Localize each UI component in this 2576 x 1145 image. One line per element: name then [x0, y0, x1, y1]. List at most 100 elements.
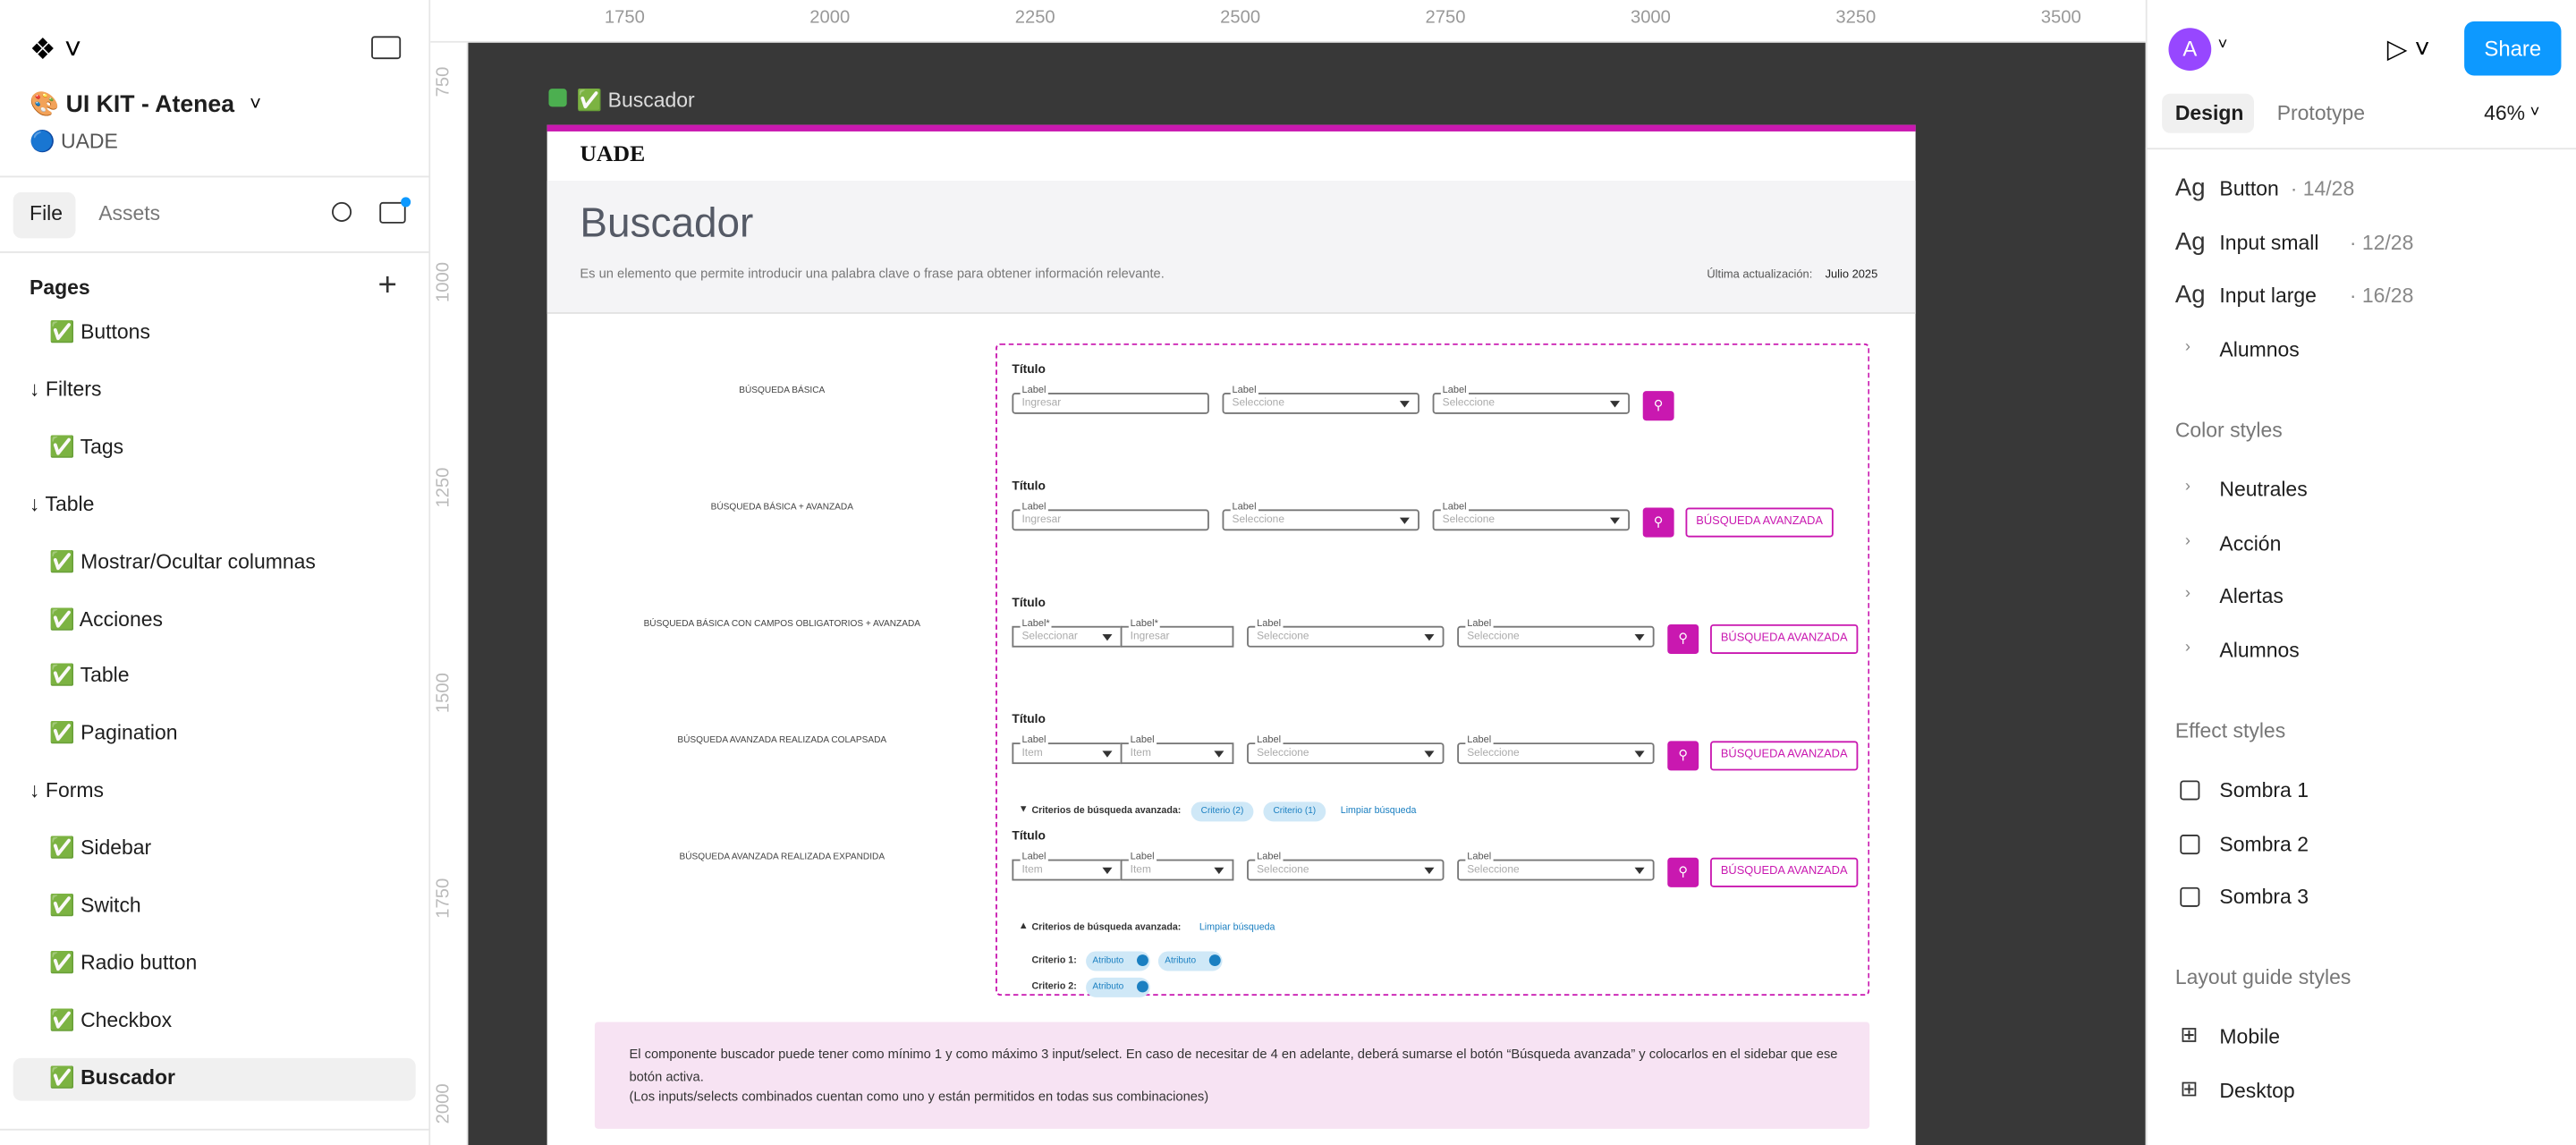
- zoom-chevron[interactable]: ˅: [2529, 103, 2540, 122]
- clear-link[interactable]: Limpiar búsqueda: [1340, 806, 1417, 817]
- field-placeholder[interactable]: Ingresar: [1021, 397, 1062, 410]
- page-item[interactable]: ✅ Pagination: [49, 721, 178, 745]
- field-placeholder[interactable]: Seleccione: [1467, 864, 1520, 876]
- library-icon[interactable]: [379, 201, 406, 224]
- ruler-label: 750: [433, 66, 453, 98]
- variant-title: Título: [1012, 827, 1046, 844]
- page-item[interactable]: ↓ Table: [30, 492, 95, 516]
- variant-title: Título: [1012, 711, 1046, 726]
- search-button[interactable]: ⚲: [1667, 741, 1699, 771]
- page-item[interactable]: ✅ Checkbox: [49, 1008, 173, 1032]
- sidebar-toggle[interactable]: [371, 36, 402, 60]
- criteria-chip[interactable]: Criterio (2): [1191, 802, 1254, 822]
- page-item[interactable]: ✅ Acciones: [49, 606, 163, 631]
- style-group[interactable]: Neutrales: [2219, 478, 2308, 502]
- advanced-button[interactable]: BÚSQUEDA AVANZADA: [1710, 741, 1859, 771]
- attribute-chip[interactable]: Atributo: [1086, 977, 1150, 997]
- field-placeholder[interactable]: Item: [1021, 864, 1043, 876]
- text-style-name[interactable]: Button: [2219, 177, 2279, 201]
- effect-style[interactable]: Sombra 2: [2219, 832, 2309, 856]
- field-placeholder[interactable]: Seleccione: [1257, 631, 1309, 643]
- present-button[interactable]: ▷ ˅: [2386, 36, 2430, 64]
- chip-remove[interactable]: [1137, 980, 1148, 993]
- field-placeholder[interactable]: Seleccione: [1442, 397, 1496, 410]
- tab[interactable]: Prototype: [2276, 101, 2366, 125]
- text-style-name[interactable]: Input large: [2219, 284, 2317, 309]
- doc-description: Es un elemento que permite introducir un…: [580, 266, 1165, 282]
- page-item[interactable]: ↓ Forms: [30, 778, 104, 802]
- effect-style[interactable]: Sombra 1: [2219, 778, 2309, 802]
- tab-bg: [13, 191, 76, 239]
- search-button[interactable]: ⚲: [1667, 857, 1699, 887]
- field-box: [1120, 859, 1234, 881]
- page-item[interactable]: ✅ Radio button: [49, 951, 198, 974]
- ruler-label: 2000: [809, 8, 851, 29]
- style-group[interactable]: Alumnos: [2219, 639, 2300, 663]
- frame-label[interactable]: ✅ Buscador: [576, 89, 695, 112]
- avatar[interactable]: A: [2168, 28, 2212, 71]
- page-item[interactable]: ✅ Tags: [49, 435, 124, 459]
- field-placeholder[interactable]: Item: [1130, 747, 1151, 759]
- field-placeholder[interactable]: Seleccione: [1442, 513, 1496, 526]
- field-placeholder[interactable]: Seleccionar: [1021, 631, 1078, 643]
- search-button[interactable]: ⚲: [1642, 391, 1674, 421]
- tab[interactable]: File: [30, 201, 64, 225]
- chevron: ›: [2184, 585, 2190, 604]
- variant-label: BÚSQUEDA BÁSICA + AVANZADA: [710, 503, 853, 513]
- effect-style[interactable]: Sombra 3: [2219, 886, 2309, 910]
- search-button[interactable]: ⚲: [1667, 623, 1699, 655]
- criteria-chip[interactable]: Criterio (1): [1263, 802, 1326, 822]
- attribute-chip[interactable]: Atributo: [1086, 951, 1150, 971]
- divider: [0, 175, 431, 178]
- chip-remove[interactable]: [1208, 954, 1221, 966]
- variant-label: BÚSQUEDA BÁSICA CON CAMPOS OBLIGATORIOS …: [643, 619, 920, 630]
- field-placeholder[interactable]: Ingresar: [1130, 631, 1170, 643]
- page-item[interactable]: ✅ Buscador: [49, 1065, 175, 1090]
- section-heading: Layout guide styles: [2174, 965, 2351, 989]
- field-placeholder[interactable]: Ingresar: [1021, 513, 1062, 526]
- file-title[interactable]: 🎨 UI KIT - Atenea: [30, 91, 235, 119]
- field-placeholder[interactable]: Item: [1130, 864, 1151, 876]
- layout-icon: ⊞: [2180, 1075, 2199, 1101]
- team-name: 🔵 UADE: [30, 130, 118, 153]
- advanced-button[interactable]: BÚSQUEDA AVANZADA: [1710, 857, 1859, 887]
- field-placeholder[interactable]: Seleccione: [1467, 747, 1520, 759]
- tab[interactable]: Assets: [98, 201, 161, 225]
- chip-remove[interactable]: [1137, 954, 1148, 966]
- search-icon[interactable]: [332, 201, 352, 222]
- add-page[interactable]: +: [377, 267, 397, 304]
- search-button[interactable]: ⚲: [1642, 507, 1674, 538]
- field-placeholder[interactable]: Item: [1021, 747, 1043, 759]
- divider: [0, 1128, 431, 1131]
- advanced-button[interactable]: BÚSQUEDA AVANZADA: [1685, 507, 1834, 538]
- field-placeholder[interactable]: Seleccione: [1467, 631, 1520, 643]
- advanced-button[interactable]: BÚSQUEDA AVANZADA: [1710, 623, 1859, 655]
- zoom[interactable]: 46%: [2484, 101, 2526, 125]
- style-group[interactable]: Alumnos: [2219, 338, 2300, 362]
- layout-style[interactable]: Desktop: [2219, 1079, 2295, 1102]
- style-group[interactable]: Alertas: [2219, 585, 2284, 609]
- criteria-line-label: Criterio 2:: [1031, 982, 1077, 993]
- title-chevron[interactable]: ˅: [250, 91, 262, 115]
- page-item[interactable]: ✅ Sidebar: [49, 836, 152, 860]
- page-item[interactable]: ✅ Mostrar/Ocultar columnas: [49, 549, 316, 573]
- page-item[interactable]: ✅ Buttons: [49, 320, 150, 344]
- share-button[interactable]: Share: [2464, 21, 2562, 76]
- avatar-chevron[interactable]: ˅: [2217, 36, 2228, 55]
- attribute-chip[interactable]: Atributo: [1157, 951, 1223, 971]
- field-placeholder[interactable]: Seleccione: [1232, 397, 1284, 410]
- field-placeholder[interactable]: Seleccione: [1257, 864, 1309, 876]
- field-placeholder[interactable]: Seleccione: [1232, 513, 1284, 526]
- page-item[interactable]: ✅ Switch: [49, 894, 141, 917]
- style-group[interactable]: Acción: [2219, 531, 2282, 556]
- text-style-name[interactable]: Input small: [2219, 231, 2319, 255]
- page-item[interactable]: ↓ Filters: [30, 377, 102, 401]
- figma-menu[interactable]: ❖ ˅: [30, 32, 82, 66]
- field-label: Label: [1440, 503, 1469, 513]
- tab[interactable]: Design: [2174, 101, 2244, 125]
- field-placeholder[interactable]: Seleccione: [1257, 747, 1309, 759]
- chevron: ▼: [1018, 804, 1029, 816]
- page-item[interactable]: ✅ Table: [49, 664, 130, 688]
- layout-style[interactable]: Mobile: [2219, 1025, 2281, 1048]
- clear-link[interactable]: Limpiar búsqueda: [1199, 923, 1275, 934]
